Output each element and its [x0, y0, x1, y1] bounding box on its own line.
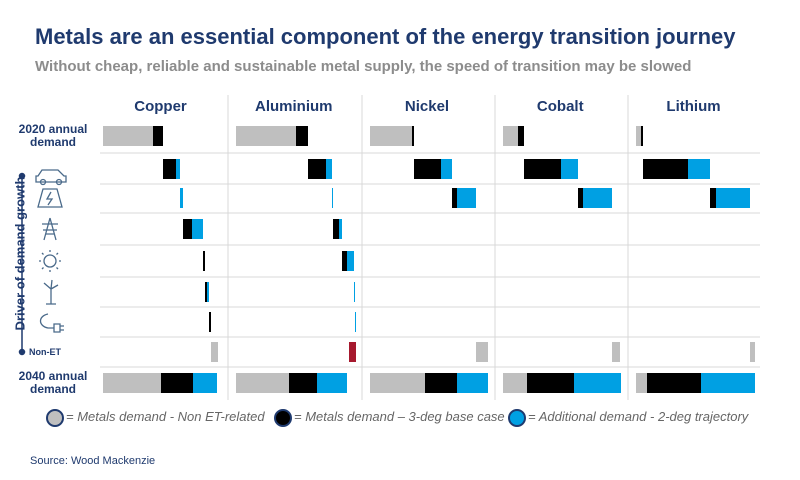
- bar: [296, 126, 309, 146]
- bar: [289, 373, 318, 393]
- bar: [636, 373, 647, 393]
- bar: [207, 282, 209, 302]
- bar: [308, 159, 327, 179]
- bar: [369, 126, 412, 146]
- source-note: Source: Wood Mackenzie: [30, 455, 156, 467]
- bar: [153, 126, 163, 146]
- legend-label: = Additional demand - 2-deg trajectory: [528, 409, 749, 424]
- bar: [424, 373, 457, 393]
- row-label: Non-ET: [29, 347, 61, 357]
- bar: [688, 159, 710, 179]
- bar: [354, 282, 356, 302]
- bar: [355, 312, 357, 332]
- bar: [347, 251, 355, 271]
- bar: [573, 373, 621, 393]
- bar: [475, 342, 488, 362]
- bar: [180, 188, 183, 208]
- bar: [339, 219, 343, 239]
- panel-header: Nickel: [404, 98, 450, 115]
- bar: [647, 373, 701, 393]
- bar: [502, 373, 527, 393]
- panel-header: Cobalt: [536, 98, 584, 115]
- bar: [163, 159, 176, 179]
- bar: [523, 159, 561, 179]
- bar: [577, 188, 583, 208]
- bar: [611, 342, 620, 362]
- bar: [369, 373, 425, 393]
- bar: [560, 159, 578, 179]
- legend-label: = Metals demand - Non ET-related: [66, 409, 265, 424]
- bar: [326, 159, 333, 179]
- legend-swatch: [508, 409, 526, 427]
- start-label: 2020 annual demand: [18, 122, 88, 149]
- bar: [236, 126, 297, 146]
- bar: [161, 373, 193, 393]
- bar: [456, 373, 488, 393]
- bar: [750, 342, 755, 362]
- legend-swatch: [274, 409, 292, 427]
- bar: [205, 282, 207, 302]
- bar: [636, 126, 641, 146]
- bar: [456, 188, 476, 208]
- bar: [183, 219, 192, 239]
- bar: [203, 251, 205, 271]
- bar: [349, 342, 357, 362]
- bar: [211, 342, 218, 362]
- chart-title: Metals are an essential component of the…: [35, 24, 736, 49]
- bar: [502, 126, 518, 146]
- panel-header: Lithium: [666, 98, 721, 115]
- legend-swatch: [46, 409, 64, 427]
- driver-axis-label: Driver of demand growth: [12, 176, 28, 331]
- bar: [317, 373, 348, 393]
- bar: [413, 159, 441, 179]
- bar: [342, 251, 348, 271]
- bar: [209, 312, 211, 332]
- bar: [236, 373, 290, 393]
- bar: [332, 188, 334, 208]
- bar: [701, 373, 755, 393]
- bar: [451, 188, 457, 208]
- bar: [710, 188, 716, 208]
- bar: [411, 126, 414, 146]
- bar: [103, 126, 153, 146]
- chart-subtitle: Without cheap, reliable and sustainable …: [35, 58, 692, 75]
- bar: [193, 373, 217, 393]
- bar: [103, 373, 161, 393]
- bar: [176, 159, 180, 179]
- legend-label: = Metals demand – 3-deg base case: [294, 409, 505, 424]
- bar: [582, 188, 612, 208]
- bar: [192, 219, 203, 239]
- end-label: 2040 annual demand: [18, 369, 88, 396]
- bar: [333, 219, 340, 239]
- bar: [716, 188, 750, 208]
- bar: [517, 126, 524, 146]
- bar: [440, 159, 452, 179]
- bar: [641, 126, 643, 146]
- bar: [643, 159, 688, 179]
- panel-header: Aluminium: [255, 98, 333, 115]
- bar: [526, 373, 574, 393]
- panel-header: Copper: [134, 98, 187, 115]
